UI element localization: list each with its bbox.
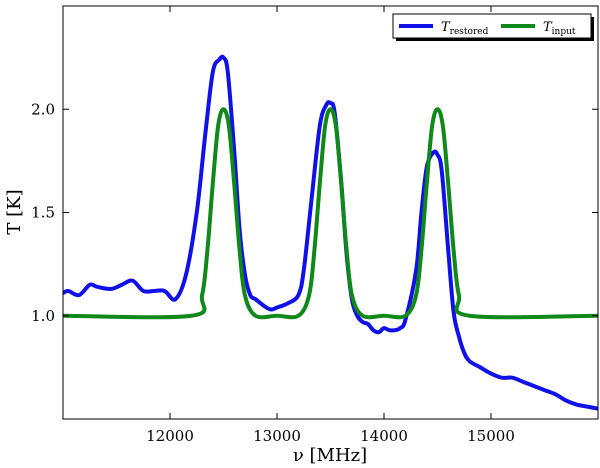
y-axis-label: T [K] (4, 189, 25, 234)
x-tick-label: 12000 (146, 427, 194, 445)
x-tick-label: 14000 (360, 427, 408, 445)
x-tick-label: 15000 (467, 427, 515, 445)
legend-label-2: Tinput (543, 20, 576, 37)
ticks-layer: 12000 13000 14000 15000 1.0 1.5 2.0 (31, 6, 598, 445)
x-tick-label: 13000 (253, 427, 301, 445)
y-tick-label: 2.0 (31, 100, 55, 118)
series-layer (63, 54, 598, 411)
y-tick-label: 1.5 (31, 204, 55, 222)
legend-label-1: Trestored (441, 20, 489, 37)
x-axis-label: ν [MHz] (293, 445, 367, 466)
legend: Trestored Tinput (392, 13, 594, 41)
series-line-2 (63, 107, 598, 320)
y-tick-label: 1.0 (31, 307, 55, 325)
